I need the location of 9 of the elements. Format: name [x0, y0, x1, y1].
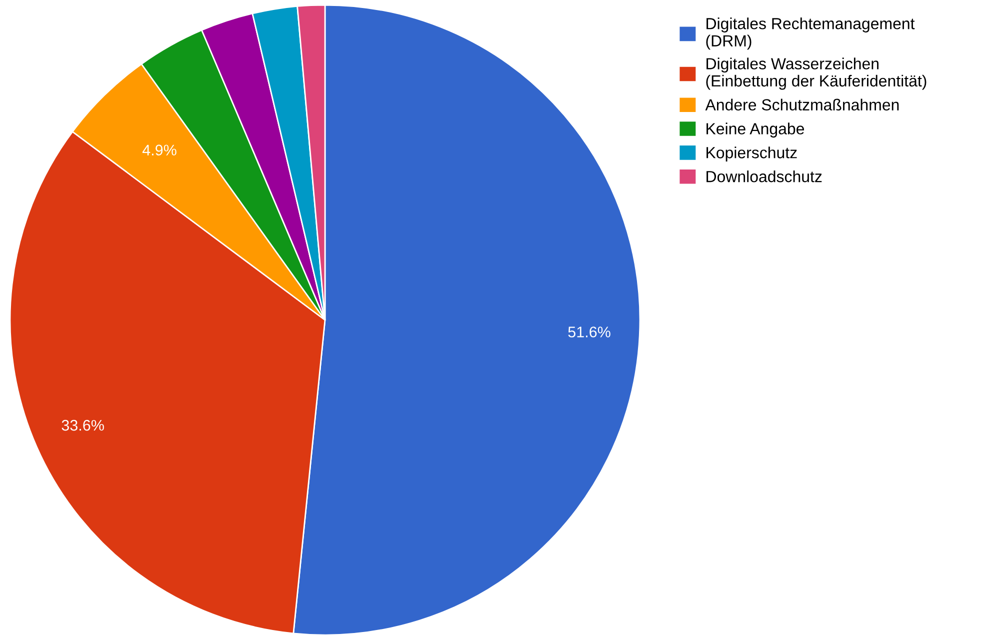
data-label: 4.9%: [142, 144, 176, 156]
legend-label: Andere Schutzmaßnahmen: [705, 98, 899, 110]
legend-label: Digitales Wasserzeichen (Einbettung der Käuferidentität): [706, 58, 926, 90]
legend-label: Kopierschutz: [706, 146, 797, 162]
legend-label: Keine Angabe: [706, 122, 804, 138]
legend-label: Downloadschutz: [706, 170, 822, 182]
data-label: 33.6%: [62, 420, 104, 431]
legend-label: Digitales Rechtemanagement (DRM): [706, 18, 915, 50]
data-label: 51.6%: [568, 326, 610, 338]
